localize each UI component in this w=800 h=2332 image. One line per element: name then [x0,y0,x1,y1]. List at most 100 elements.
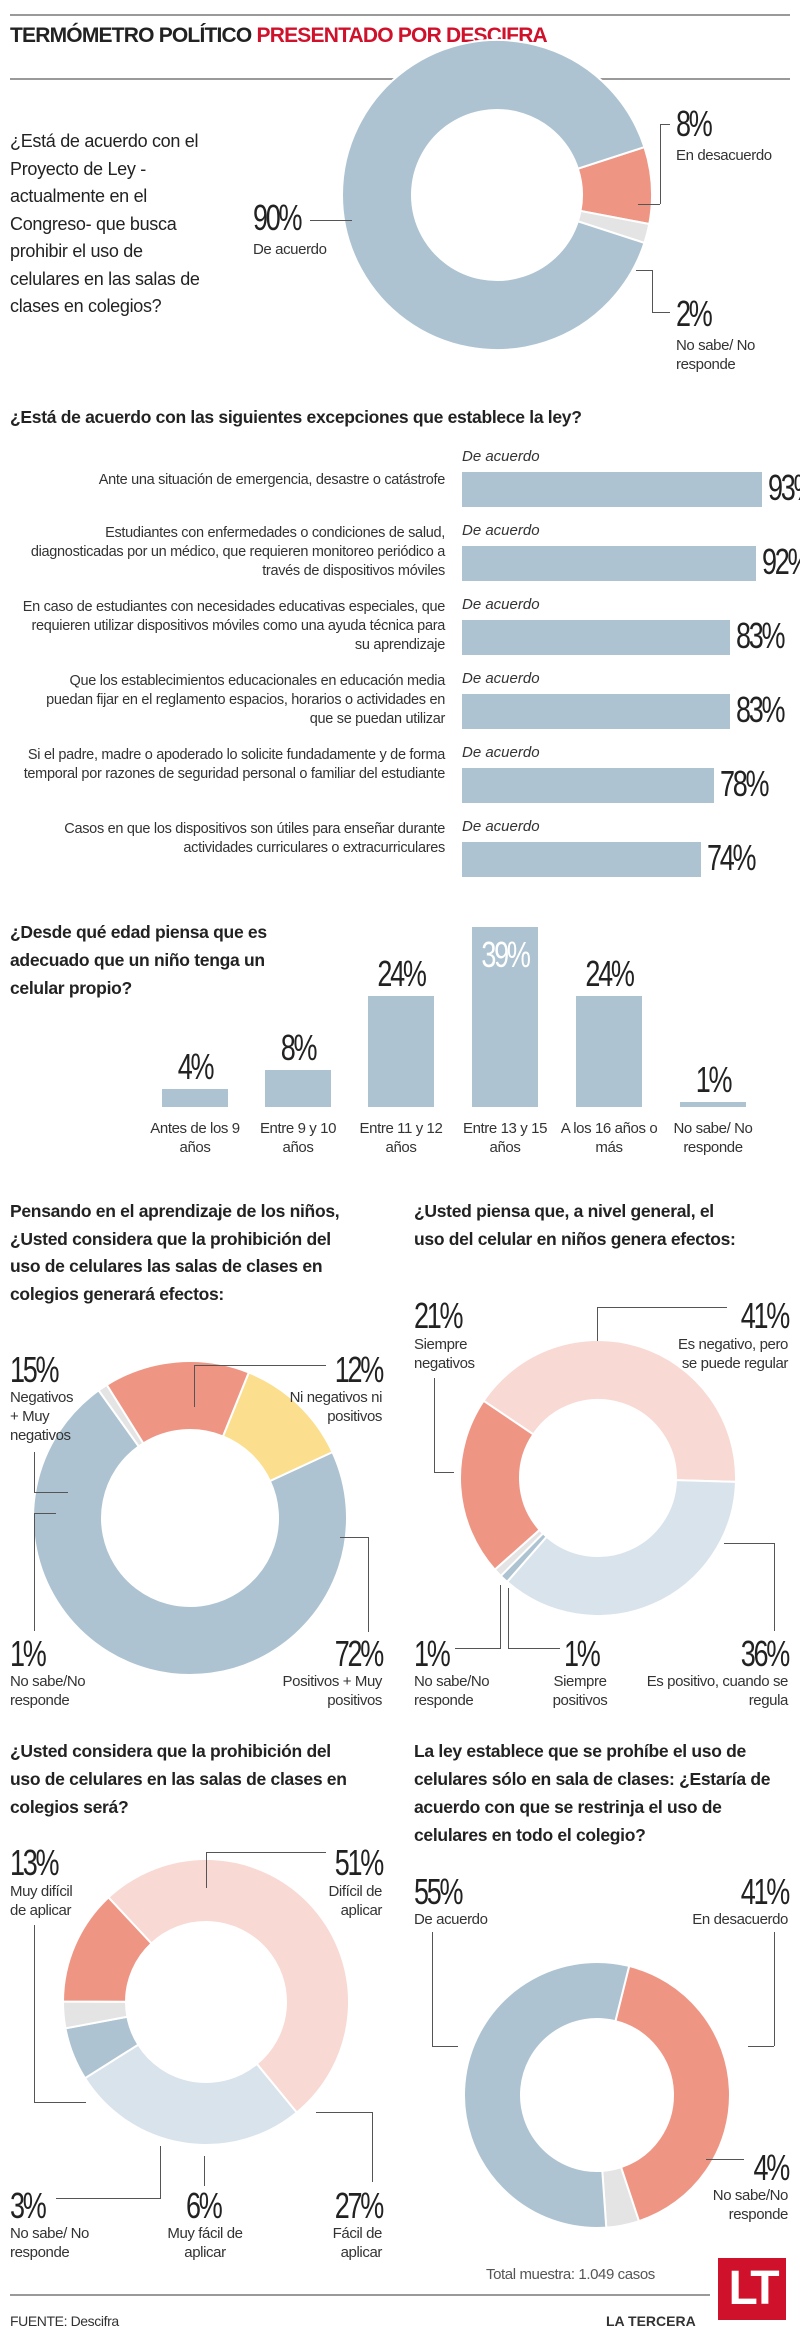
q5-pct-siempre-pos: 1% [564,1633,601,1674]
q2-category-label: En caso de estudiantes con necesidades e… [22,599,446,653]
q6-leader-nsnr-v [160,2146,161,2199]
q5-leader-siempre-neg-h [434,1472,454,1473]
q1-pct-de-acuerdo: 90% [253,197,303,238]
q4-leader-negativos-v [34,1452,35,1492]
q3-bar [368,996,434,1107]
q6-donut-slice-4 [61,1896,153,2003]
q1-label-de-acuerdo: De acuerdo [253,241,327,258]
q6-leader-dificil-h [206,1852,326,1853]
q3-bar-value: 24% [585,953,635,995]
q3-question: ¿Desde qué edad piensa que es adecuado q… [10,922,267,998]
q2-bar [462,768,714,803]
q2-series-label: De acuerdo [462,522,540,539]
q6-leader-muy-dificil-h [34,2102,86,2103]
q2-bar-value: 93% [768,467,800,508]
q1-leader-nsnr-v [652,270,653,312]
q6-label-facil: Fácil de aplicar [332,2225,383,2261]
q5-leader-nsnr-h [455,1648,500,1649]
q3-bar-value: 24% [377,953,427,995]
q7-pct-nsnr: 4% [753,2147,790,2188]
q6-label-dificil: Difícil de aplicar [328,1883,382,1919]
q4-label-positivos: Positivos + Muy positivos [282,1673,383,1709]
q2-series-label: De acuerdo [462,596,540,613]
q6-leader-muy-dificil-v [34,1925,35,2103]
q7-pct-desacuerdo: 41% [740,1871,791,1912]
q2-series-label: De acuerdo [462,744,540,761]
q6-label-nsnr: No sabe/ No responde [10,2225,89,2261]
q6-pct-muy-dificil: 13% [10,1842,60,1883]
q5-pct-pos-regula: 36% [740,1633,791,1674]
q4-leader-positivos-h [340,1537,368,1538]
q3-bar-value: 8% [280,1027,318,1069]
q4-leader-positivos-v [368,1537,369,1632]
q5-leader-siempre-neg-v [434,1378,435,1472]
q5-leader-nsnr-v [500,1585,501,1649]
q2-bar-value: 92% [761,541,800,582]
q7-leader-desacuerdo-v [774,1932,775,2046]
footer-rule [10,2294,710,2296]
q6-leader-muy-facil-v [204,2156,205,2186]
header-title-main: TERMÓMETRO POLÍTICO [10,24,252,47]
q6-pct-nsnr: 3% [10,2185,47,2226]
q7-donut-slice-0 [614,1964,731,2223]
q7-label-de-acuerdo: De acuerdo [414,1911,488,1928]
q3-bar-value: 39% [481,934,531,975]
q2-category-label: Si el padre, madre o apoderado lo solici… [23,747,446,782]
q5-leader-siempre-pos-h [508,1648,560,1649]
q3-category-label: A los 16 años o más [560,1120,658,1156]
q4-donut-slice-3 [105,1360,251,1445]
q5-label-siempre-pos: Siempre positivos [552,1673,608,1709]
top-rule [10,14,790,16]
q4-question: Pensando en el aprendizaje de los niños,… [10,1201,340,1304]
q4-pct-negativos: 15% [10,1349,60,1390]
q5-pct-neg-regular: 41% [740,1295,791,1336]
q1-donut-slice-0 [341,39,646,351]
q4-label-negativos: Negativos + Muy negativos [10,1389,74,1444]
q5-label-neg-regular: Es negativo, pero se puede regular [678,1336,788,1372]
q2-question: ¿Está de acuerdo con las siguientes exce… [10,407,582,427]
q2-category-label: Estudiantes con enfermedades o condicion… [30,525,445,579]
q2-series-label: De acuerdo [462,818,540,835]
q7-leader-desacuerdo-h [748,2046,774,2047]
q6-label-muy-facil: Muy fácil de aplicar [167,2225,243,2261]
q2-bar-value: 74% [706,837,757,878]
q1-label-nsnr: No sabe/ No responde [676,337,755,373]
q3-category-label: Entre 11 y 12 años [359,1120,443,1156]
q4-leader-nsnr-v [34,1513,35,1631]
brand-logo: LT [718,2258,786,2320]
q2-bar [462,472,762,507]
q4-pct-ni: 12% [334,1349,385,1390]
q5-label-siempre-neg: Siempre negativos [414,1336,475,1372]
q3-category-label: No sabe/ No responde [673,1120,753,1156]
q5-question: ¿Usted piensa que, a nivel general, el u… [414,1201,736,1249]
q6-leader-dificil-v [206,1852,207,1888]
q2-bar [462,842,701,877]
q1-pct-desacuerdo: 8% [676,103,713,144]
q6-leader-nsnr-h [56,2198,160,2199]
q7-donut-slice-2 [463,1961,631,2230]
q6-question: ¿Usted considera que la prohibición del … [10,1741,347,1817]
q2-bar [462,694,730,729]
q3-bar [265,1070,331,1107]
q1-leader-desacuerdo-h2 [638,204,660,205]
q2-series-label: De acuerdo [462,670,540,687]
q4-pct-nsnr: 1% [10,1633,47,1674]
q4-leader-ni-v [194,1365,195,1407]
q5-donut-slice-4 [459,1399,542,1572]
q3-bar [576,996,642,1107]
q4-pct-positivos: 72% [334,1633,385,1674]
q1-leader-nsnr-h1 [636,270,652,271]
q7-label-nsnr: No sabe/No responde [712,2187,789,2223]
q3-category-label: Antes de los 9 años [150,1120,240,1156]
sample-size: Total muestra: 1.049 casos [486,2266,655,2283]
q6-leader-facil-v [372,2112,373,2182]
q7-label-desacuerdo: En desacuerdo [692,1911,788,1928]
q3-category-label: Entre 9 y 10 años [259,1120,337,1156]
q1-leader-desacuerdo-h1 [660,124,670,125]
q7-leader-de-acuerdo-v [432,1932,433,2046]
q2-category-label: Que los establecimientos educacionales e… [46,673,445,727]
q3-category-label: Entre 13 y 15 años [462,1120,548,1156]
q5-leader-siempre-pos-v [508,1588,509,1648]
q2-bar [462,620,730,655]
